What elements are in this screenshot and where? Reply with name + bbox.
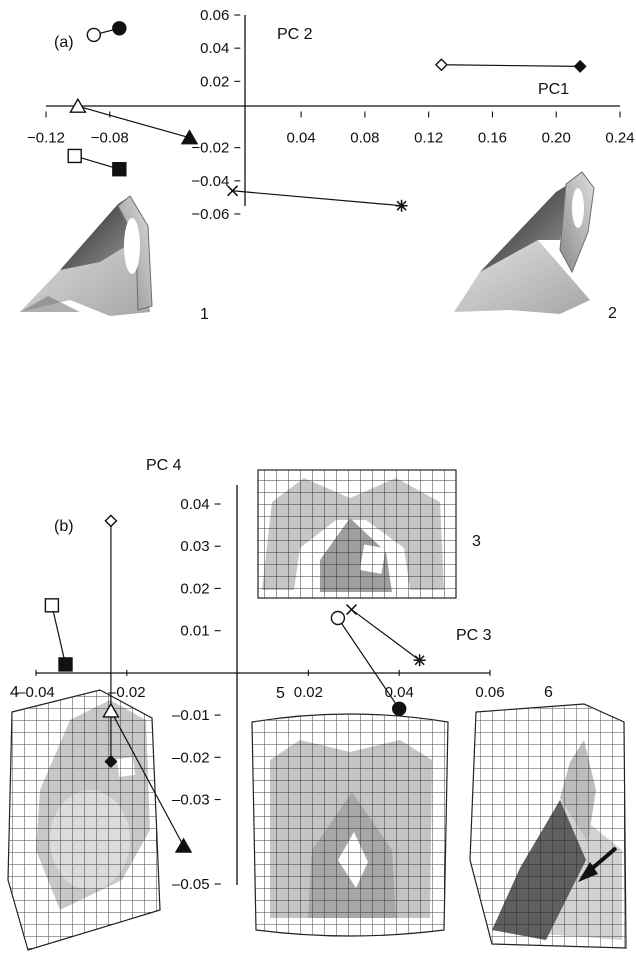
panel-b-pair-connector <box>337 617 400 710</box>
panel-b-y-axis-label: PC 4 <box>146 457 182 474</box>
panel-a-point-filled-diamond <box>573 59 587 73</box>
grid-thumbnail-4 <box>7 689 161 951</box>
panel-a-x-axis-label: PC1 <box>538 81 569 98</box>
thumb-3-frame <box>257 469 457 599</box>
panel-a-pair-connector <box>232 190 402 207</box>
thumb-6-grid <box>470 704 626 948</box>
panel-a-x-ticks: −0.12 −0.08 0.04 0.08 0.12 0.16 0.20 0.24 <box>27 111 635 147</box>
panel-a-pair-connector <box>77 105 190 139</box>
panel-a-y-tick-label: −0.02 <box>191 140 229 157</box>
thumb-2-hole <box>572 188 584 228</box>
panel-a-point-filled-square <box>112 162 127 177</box>
panel-a-x-tick-label: −0.08 <box>91 130 129 147</box>
panel-a-x-tick-label: 0.20 <box>542 130 571 147</box>
panel-a-marks <box>67 21 587 212</box>
thumb-label-1: 1 <box>200 306 209 323</box>
panel-b-x-tick-label: –0.04 <box>17 684 55 701</box>
thumb-label-4: 4 <box>10 684 19 701</box>
panel-b-x-tick-label: 0.04 <box>385 684 414 701</box>
panel-b-label: (b) <box>54 518 74 535</box>
panel-a-point-filled-triangle <box>180 129 199 145</box>
thumb-2-light-face <box>454 240 590 314</box>
panel-a-y-tick-label: 0.04 <box>200 40 229 57</box>
shape-thumbnail-2 <box>454 171 595 314</box>
panel-b-point-open-square <box>44 598 60 613</box>
panel-b-y-tick-label: 0.01 <box>180 623 209 640</box>
thumb-5-grid <box>252 714 448 936</box>
thumb-5-frame <box>251 713 449 937</box>
panel-b-point-filled-asterisk <box>413 654 426 667</box>
panel-b-y-tick-label: –0.01 <box>172 707 210 724</box>
panel-a-x-tick-label: −0.12 <box>27 130 65 147</box>
thumb-1-shadow <box>20 296 80 312</box>
thumb-2-dark-face <box>480 182 572 272</box>
panel-b-y-tick-label: 0.04 <box>180 496 209 513</box>
panel-a-x-tick-label: 0.16 <box>478 130 507 147</box>
panel-b-y-tick-label: –0.02 <box>172 749 210 766</box>
panel-b-point-filled-square <box>58 657 73 672</box>
panel-b-y-tick-label: 0.03 <box>180 538 209 555</box>
thumb-1-dark-face <box>60 196 136 270</box>
panel-a-pair-connector <box>441 64 581 68</box>
panel-a-axes: −0.12 −0.08 0.04 0.08 0.12 0.16 0.20 0.24 0.060… <box>27 7 635 223</box>
panel-a-x-tick-label: 0.08 <box>350 130 379 147</box>
panel-b-y-tick-label: –0.03 <box>172 792 210 809</box>
thumb-4-frame <box>7 689 161 951</box>
thumb-label-2: 2 <box>608 305 617 322</box>
panel-b-pair-connector <box>110 710 185 847</box>
panel-b-axes: –0.04 –0.02 0.02 0.04 0.06 0.04 0.03 0.02 0.01 –… <box>17 485 505 893</box>
panel-a-point-open-diamond <box>434 58 448 72</box>
panel-a-y-tick-label: −0.04 <box>191 173 229 190</box>
panel-a-pair-connector <box>74 155 120 170</box>
panel-b-x-axis-label: PC 3 <box>456 627 492 644</box>
arrow-icon <box>578 846 618 882</box>
grid-thumbnail-6 <box>469 703 627 949</box>
panel-b-y-ticks: 0.04 0.03 0.02 0.01 –0.01 –0.02 –0.03 –0.05 <box>172 496 221 893</box>
panel-a-point-filled-asterisk <box>395 199 408 212</box>
panel-a-label: (a) <box>54 34 74 51</box>
grid-thumbnail-3 <box>257 469 457 599</box>
panel-b-pair-connector <box>51 605 67 665</box>
panel-b-point-open-circle <box>330 610 346 626</box>
panel-a-y-axis-label: PC 2 <box>277 26 313 43</box>
panel-a-point-open-triangle <box>69 97 87 113</box>
panel-a-y-ticks: 0.06 0.04 0.02 −0.02 −0.04 −0.06 <box>191 7 241 223</box>
panel-b-x-tick-label: 0.02 <box>294 684 323 701</box>
panel-a-x-tick-label: 0.12 <box>414 130 443 147</box>
panel-b: (b) PC 4 PC 3 –0.04 –0.02 0.02 0.04 0.06 0.0… <box>17 457 504 893</box>
thumb-4-grid <box>8 690 160 950</box>
panel-a-x-tick-label: 0.04 <box>287 130 316 147</box>
panel-b-marks <box>44 514 426 853</box>
panel-a-point-open-x <box>227 185 239 197</box>
panel-a-y-tick-label: 0.06 <box>200 7 229 24</box>
panel-b-point-open-x <box>345 604 358 616</box>
grid-thumbnail-5 <box>251 713 449 937</box>
panel-b-point-filled-circle <box>392 701 407 716</box>
panel-b-y-tick-label: 0.02 <box>180 580 209 597</box>
panel-a-point-filled-circle <box>112 21 127 36</box>
panel-a-point-open-square <box>67 148 82 164</box>
panel-b-point-filled-diamond <box>104 755 118 769</box>
panel-a-x-tick-label: 0.24 <box>605 130 634 147</box>
panel-b-x-ticks: –0.04 –0.02 0.02 0.04 0.06 <box>17 669 505 701</box>
panel-b-point-filled-triangle <box>174 837 193 853</box>
thumb-label-5: 5 <box>276 685 285 702</box>
panel-b-y-tick-label: –0.05 <box>172 876 210 893</box>
panel-b-point-open-diamond <box>104 514 118 528</box>
thumb-3-grid <box>258 470 456 598</box>
shape-thumbnail-1 <box>20 195 153 316</box>
thumb-1-hole <box>124 218 140 274</box>
thumb-label-3: 3 <box>472 533 481 550</box>
panel-b-x-tick-label: 0.06 <box>475 684 504 701</box>
thumb-6-frame <box>469 703 627 949</box>
panel-b-pair-connector <box>351 609 420 661</box>
panel-a-y-tick-label: 0.02 <box>200 73 229 90</box>
thumb-label-6: 6 <box>544 684 553 701</box>
panel-a-y-tick-label: −0.06 <box>191 206 229 223</box>
panel-a-point-open-circle <box>86 27 102 43</box>
panel-a: (a) PC 2 PC1 −0.12 −0.08 0.04 0.08 0.12 0.16 0… <box>27 7 635 223</box>
panel-b-point-open-triangle <box>102 702 120 718</box>
panel-b-x-tick-label: –0.02 <box>108 684 146 701</box>
